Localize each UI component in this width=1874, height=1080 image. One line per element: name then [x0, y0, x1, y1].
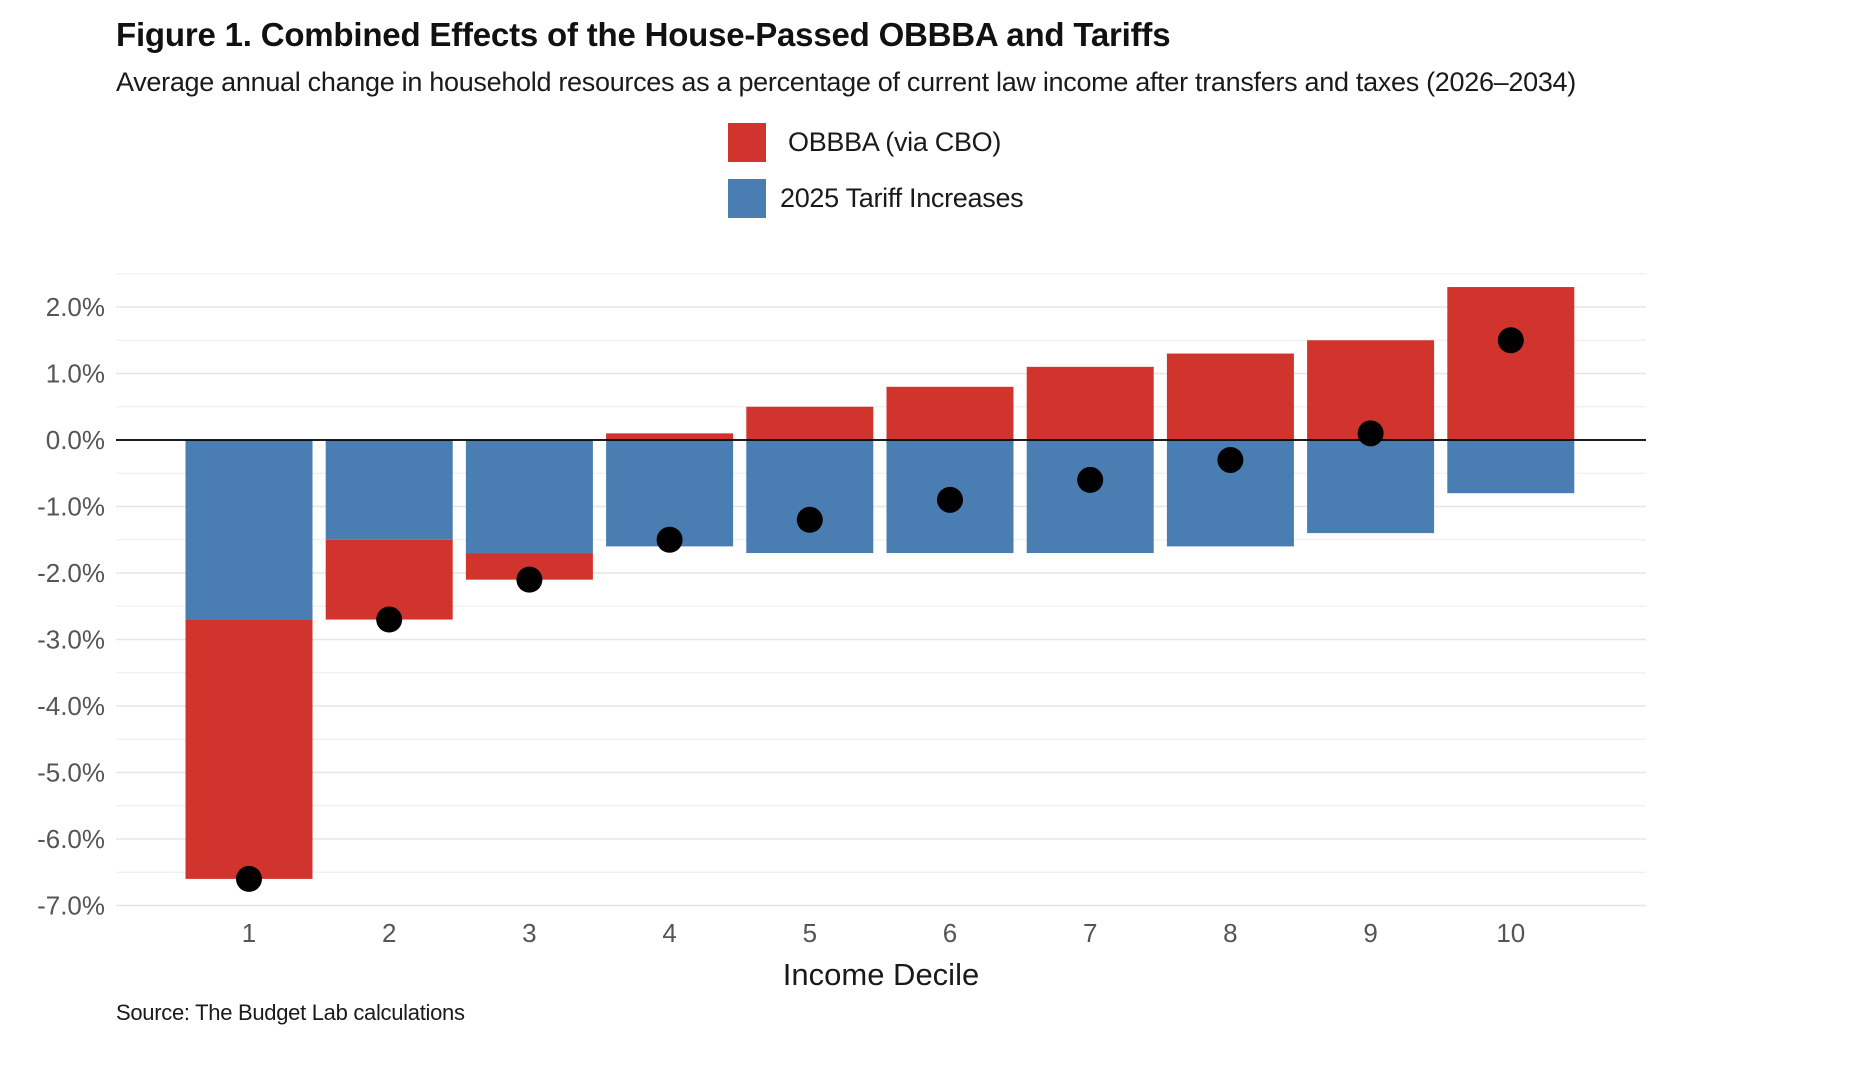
- net-point-decile-9: [1357, 420, 1384, 447]
- legend-swatch-obbba: [728, 123, 766, 162]
- x-tick-label: 1: [242, 918, 256, 948]
- net-point-decile-5: [796, 506, 823, 533]
- net-point-decile-4: [656, 526, 683, 553]
- x-axis: 1 2 3 4 5 6 7 8 9 10: [242, 918, 1525, 948]
- net-point-decile-3: [516, 566, 543, 593]
- x-tick-label: 9: [1363, 918, 1377, 948]
- y-tick-label: -5.0%: [37, 758, 105, 788]
- source-note: Source: The Budget Lab calculations: [116, 1000, 465, 1025]
- legend-label-obbba: OBBBA (via CBO): [788, 127, 1002, 157]
- legend-item-tariffs: 2025 Tariff Increases: [728, 179, 1024, 218]
- y-tick-label: -7.0%: [37, 891, 105, 921]
- y-tick-label: -1.0%: [37, 492, 105, 522]
- bar-obbba-decile-6: [886, 386, 1014, 440]
- x-tick-label: 4: [662, 918, 676, 948]
- bar-tariff-decile-2: [325, 440, 453, 540]
- x-tick-label: 6: [943, 918, 957, 948]
- y-tick-label: 0.0%: [46, 425, 105, 455]
- legend-label-tariffs: 2025 Tariff Increases: [780, 183, 1024, 213]
- net-point-decile-2: [376, 606, 403, 633]
- legend-swatch-tariffs: [728, 179, 766, 218]
- net-point-decile-10: [1497, 327, 1524, 354]
- net-point-decile-1: [236, 865, 262, 892]
- x-axis-title: Income Decile: [783, 957, 979, 992]
- x-tick-label: 8: [1223, 918, 1237, 948]
- bar-tariff-decile-5: [746, 440, 874, 554]
- x-tick-label: 3: [522, 918, 536, 948]
- bar-tariff-decile-3: [465, 440, 593, 554]
- y-tick-label: 2.0%: [46, 292, 105, 322]
- bar-obbba-decile-5: [746, 406, 874, 440]
- bar-obbba-decile-2: [325, 539, 453, 620]
- bars: [185, 287, 1575, 879]
- bar-tariff-decile-10: [1447, 440, 1575, 494]
- x-tick-label: 2: [382, 918, 396, 948]
- bar-tariff-decile-9: [1307, 440, 1435, 534]
- bar-obbba-decile-10: [1447, 287, 1575, 440]
- x-tick-label: 5: [803, 918, 817, 948]
- chart-subtitle: Average annual change in household resou…: [116, 67, 1576, 97]
- y-tick-label: -2.0%: [37, 558, 105, 588]
- bar-obbba-decile-1: [185, 619, 313, 879]
- net-point-decile-6: [937, 486, 963, 513]
- bar-obbba-decile-7: [1026, 366, 1154, 440]
- y-tick-label: -4.0%: [37, 691, 105, 721]
- y-tick-label: -3.0%: [37, 625, 105, 655]
- net-point-decile-7: [1077, 466, 1104, 493]
- y-tick-label: -6.0%: [37, 824, 105, 854]
- y-axis: 2.0% 1.0% 0.0% -1.0% -2.0% -3.0% -4.0% -5.0% -6.…: [37, 292, 105, 921]
- x-tick-label: 7: [1083, 918, 1097, 948]
- chart-title: Figure 1. Combined Effects of the House-…: [116, 16, 1171, 53]
- net-point-decile-8: [1217, 446, 1244, 473]
- net-points: [236, 327, 1524, 892]
- legend-item-obbba: OBBBA (via CBO): [728, 123, 1001, 162]
- bar-tariff-decile-7: [1026, 440, 1154, 554]
- bar-tariff-decile-1: [185, 440, 313, 620]
- bar-obbba-decile-8: [1166, 353, 1294, 440]
- y-tick-label: 1.0%: [46, 359, 105, 389]
- bar-obbba-decile-4: [606, 433, 734, 440]
- x-tick-label: 10: [1496, 918, 1525, 948]
